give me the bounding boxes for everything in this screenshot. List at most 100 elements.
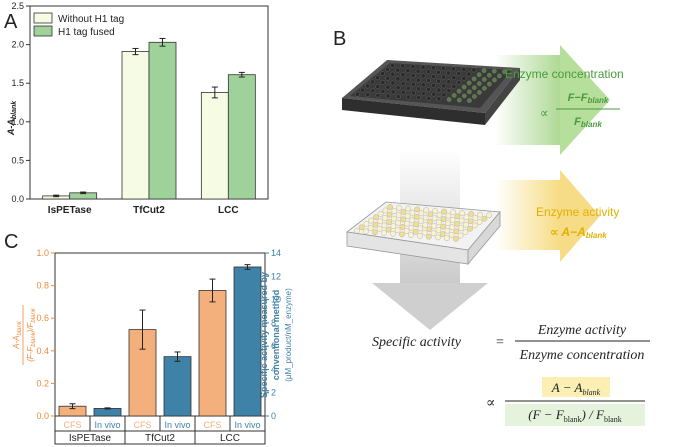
microplate-well — [436, 87, 442, 93]
chart-c-left-ytick-label: 0.8 — [36, 281, 49, 291]
chart-c-bar — [198, 290, 227, 417]
microplate-well — [408, 232, 414, 238]
chart-c-right-ytick-label: 2 — [271, 388, 276, 398]
equation-numerator: Enzyme activity — [537, 323, 627, 338]
microplate-well — [472, 215, 479, 221]
microplate-well — [405, 205, 411, 212]
equation2-numerator: A − Ablank — [551, 380, 601, 397]
chart-c-sublabel: CFS — [64, 420, 82, 430]
microplate-well — [390, 71, 396, 77]
microplate-well — [458, 217, 465, 224]
microplate-well — [444, 235, 450, 241]
microplate-well — [400, 216, 406, 223]
microplate-well — [431, 223, 437, 229]
microplate-well — [471, 67, 477, 73]
microplate-well — [427, 211, 434, 217]
microplate-well — [408, 224, 415, 231]
chart-a-ytick-label: 1.5 — [11, 78, 24, 88]
microplate-well — [426, 87, 431, 92]
microplate-well — [446, 88, 452, 93]
chart-c-left-ytick-label: 0.2 — [36, 378, 49, 388]
microplate-well — [441, 83, 447, 89]
microplate-well — [446, 97, 452, 102]
microplate-well — [417, 233, 423, 239]
chart-c-group-label: TfCut2 — [145, 433, 175, 444]
chart-c-bar — [93, 408, 122, 417]
microplate-well — [453, 236, 459, 242]
microplate-well — [440, 216, 447, 222]
microplate-well — [487, 81, 492, 87]
microplate-well — [418, 218, 424, 224]
chart-c-ylabel-right: Specific activity measured by convention… — [259, 272, 293, 398]
microplate-well — [409, 209, 416, 216]
microplate-well — [390, 63, 395, 68]
microplate-well — [486, 212, 492, 219]
chart-a-bar — [148, 41, 177, 200]
concentration-proportional-symbol: ∝ — [540, 106, 549, 120]
microplate-well — [409, 217, 415, 223]
chart-c-left-ytick-label: 1.0 — [36, 248, 49, 258]
microplate-well — [431, 74, 436, 79]
chart-c-ylabel-left: A-Ablank (F-Fblank)/Fblank — [12, 305, 37, 365]
chart-c-group-label: LCC — [220, 433, 240, 444]
microplate-well — [416, 95, 421, 101]
microplate-well — [426, 78, 431, 83]
microplate-well — [430, 65, 436, 71]
microplate-well — [461, 84, 467, 90]
chart-c-frame — [54, 252, 266, 417]
microplate-well — [420, 64, 426, 70]
chart-c-right-ytick-label: 12 — [271, 271, 281, 281]
activity-highlight — [542, 377, 610, 397]
microplate-well — [467, 218, 474, 225]
microplate-well — [420, 73, 426, 79]
microplate-well — [468, 211, 474, 217]
microplate-well — [441, 65, 446, 71]
chart-a-legend-label: H1 tag fused — [58, 27, 115, 38]
microplate-well — [387, 204, 393, 210]
chart-a: A-Ablank 0.0 0.5 1.0 1.5 2.0 2.5 IsPETase TfCut… — [6, 1, 269, 216]
chart-c-left-ytick-label: 0.0 — [36, 411, 49, 421]
microplate-well — [400, 63, 406, 69]
microplate-well — [456, 80, 462, 85]
microplate-well — [461, 93, 467, 99]
microplate-well — [467, 226, 473, 232]
concentration-highlight — [505, 404, 645, 426]
microplate-well — [386, 219, 392, 225]
microplate-well — [431, 91, 437, 97]
microplate-well — [381, 222, 388, 229]
microplate-well — [466, 80, 472, 86]
microplate-well — [441, 208, 447, 215]
microplate-well — [435, 234, 441, 241]
microplate-well — [461, 67, 467, 72]
chart-a-bar — [200, 92, 229, 200]
microplate-well — [391, 215, 397, 222]
microplate-well — [491, 68, 497, 74]
microplate-well — [444, 227, 451, 234]
microplate-well — [459, 210, 465, 216]
chart-a-bar — [121, 51, 150, 200]
microplate-well — [481, 77, 487, 82]
chart-a-legend-swatch — [33, 12, 53, 24]
microplate-well — [486, 72, 492, 78]
microplate-well — [406, 94, 411, 100]
microplate-well — [456, 88, 462, 94]
microplate-well — [370, 88, 376, 94]
chart-c-sublabel: CFS — [134, 420, 152, 430]
microplate-well — [385, 75, 391, 81]
chart-a-ytick-label: 2.5 — [11, 1, 24, 11]
microplate-well — [400, 81, 406, 86]
microplate-well — [372, 221, 379, 228]
microplate-well — [466, 71, 472, 77]
microplate-well — [422, 214, 429, 221]
chart-a-ytick-label: 0.5 — [11, 155, 24, 165]
microplate-well — [363, 228, 369, 235]
microplate-well — [395, 220, 401, 226]
svg-text:Specific activity measured by: Specific activity measured by — [259, 272, 269, 398]
microplate-well — [454, 221, 460, 227]
microplate-well — [373, 214, 379, 220]
microplate-well — [481, 68, 487, 73]
microplate-well — [381, 230, 387, 236]
chart-c-sublabel: In vivo — [234, 420, 260, 430]
microplate-well — [391, 208, 398, 214]
